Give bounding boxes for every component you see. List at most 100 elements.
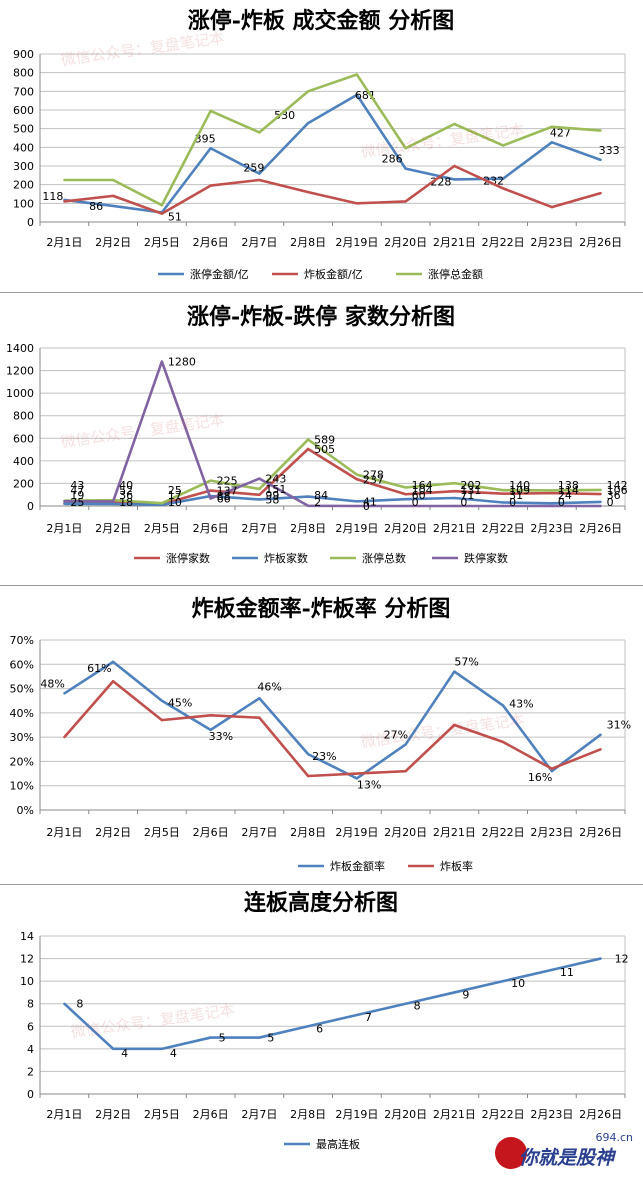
data-label: 202 [460,479,481,492]
x-tick-label: 2月19日 [335,826,378,839]
data-label: 589 [314,434,335,447]
legend-label: 炸板金额/亿 [304,267,363,281]
y-tick-label: 14 [20,930,34,943]
y-tick-label: 20% [10,755,34,768]
x-tick-label: 2月7日 [241,522,277,535]
data-label: 151 [265,483,286,496]
data-point [306,495,310,498]
data-label: 10 [168,496,182,509]
data-point [160,360,164,363]
data-point [599,500,602,504]
data-label: 18 [119,496,133,509]
legend-label: 涨停总金额 [428,267,483,281]
data-label: 12 [615,953,629,966]
x-tick-label: 2月22日 [482,236,525,249]
data-label: 104 [412,484,433,497]
data-label: 427 [550,126,571,139]
y-tick-label: 40% [10,707,34,720]
data-point [258,498,261,501]
data-label: 0 [607,496,614,509]
data-label: 25 [168,484,182,497]
data-point [550,767,554,770]
data-label: 0 [558,496,565,509]
data-label: 7 [365,1011,372,1024]
x-tick-label: 2月8日 [290,236,326,249]
data-label: 333 [599,144,620,157]
data-point [404,167,407,170]
x-tick-label: 2月8日 [290,1108,326,1121]
y-tick-label: 10% [10,780,34,793]
data-point [599,504,602,508]
data-point [404,769,407,773]
data-label: 0 [412,496,419,509]
legend-label: 跌停家数 [464,551,508,565]
data-point [404,504,407,508]
data-label: 131 [460,484,481,497]
data-point [501,489,505,492]
data-label: 11 [560,966,574,979]
series-line-2 [64,164,601,215]
chart-title: 涨停-炸板-跌停 家数分析图 [187,304,455,330]
y-tick-label: 0% [17,804,34,817]
data-label: 52 [119,484,133,497]
chart-height-svg: 连板高度分析图 0 2 4 6 8 10 12 14 2月1日 2月2日 2月5日 2月6日 2月7日 2月… [20,890,629,1151]
y-tick-label: 30% [10,731,34,744]
data-point [63,692,66,695]
data-point [111,500,115,503]
x-tick-label: 2月23日 [530,826,573,839]
data-label: 681 [355,89,376,102]
data-point [306,752,310,756]
data-point [599,748,602,751]
legend-label: 涨停金额/亿 [190,267,249,281]
data-label: 25 [70,496,84,509]
chart-rate-svg: 炸板金额率-炸板率 分析图 0% 10% 20% 30% 40% 50% 60% 70% 2月1日… [10,596,632,873]
x-tick-label: 2月2日 [95,826,131,839]
data-point [160,501,164,505]
data-point [258,493,261,497]
data-label: 1280 [168,356,196,369]
data-point [501,144,505,147]
data-point [258,697,261,700]
legend-label: 炸板率 [440,859,473,873]
y-tick-label: 70% [10,634,34,647]
data-point [453,723,456,727]
data-label: 71 [460,489,474,502]
series-line-1 [63,957,601,1051]
x-tick-label: 2月21日 [433,826,476,839]
data-point [599,733,602,736]
data-point [404,486,407,489]
data-point [258,131,261,134]
data-point [355,772,359,775]
data-point [550,502,554,505]
data-label: 4 [170,1047,177,1060]
data-point [453,991,456,994]
data-point [111,204,115,208]
x-tick-label: 2月26日 [579,522,622,535]
data-point [63,735,66,739]
data-label: 88 [217,490,231,503]
data-point [160,699,164,702]
chart-amount-svg: 涨停-炸板 成交金额 分析图 0 100 200 300 400 500 600 700 800 9… [13,8,626,281]
data-point [404,147,407,150]
data-label: 5 [267,1032,274,1045]
y-tick-label: 10 [20,975,34,988]
data-label: 86 [89,200,103,213]
data-label: 140 [509,479,530,492]
data-point [258,716,261,719]
data-label: 4 [121,1047,128,1060]
y-tick-label: 1200 [6,365,34,378]
x-tick-label: 2月1日 [46,236,82,249]
data-point [111,194,115,198]
data-point [306,1025,310,1028]
data-label: 237 [363,473,384,486]
data-point [258,477,261,480]
data-point [111,660,115,664]
series-line-3 [64,73,601,207]
data-label: 31 [509,489,523,502]
data-point [63,200,66,203]
legend-label: 涨停总数 [362,551,406,565]
x-tick-label: 2月5日 [144,236,180,249]
data-point [63,1002,66,1005]
x-tick-label: 2月20日 [384,236,427,249]
data-point [209,479,212,482]
